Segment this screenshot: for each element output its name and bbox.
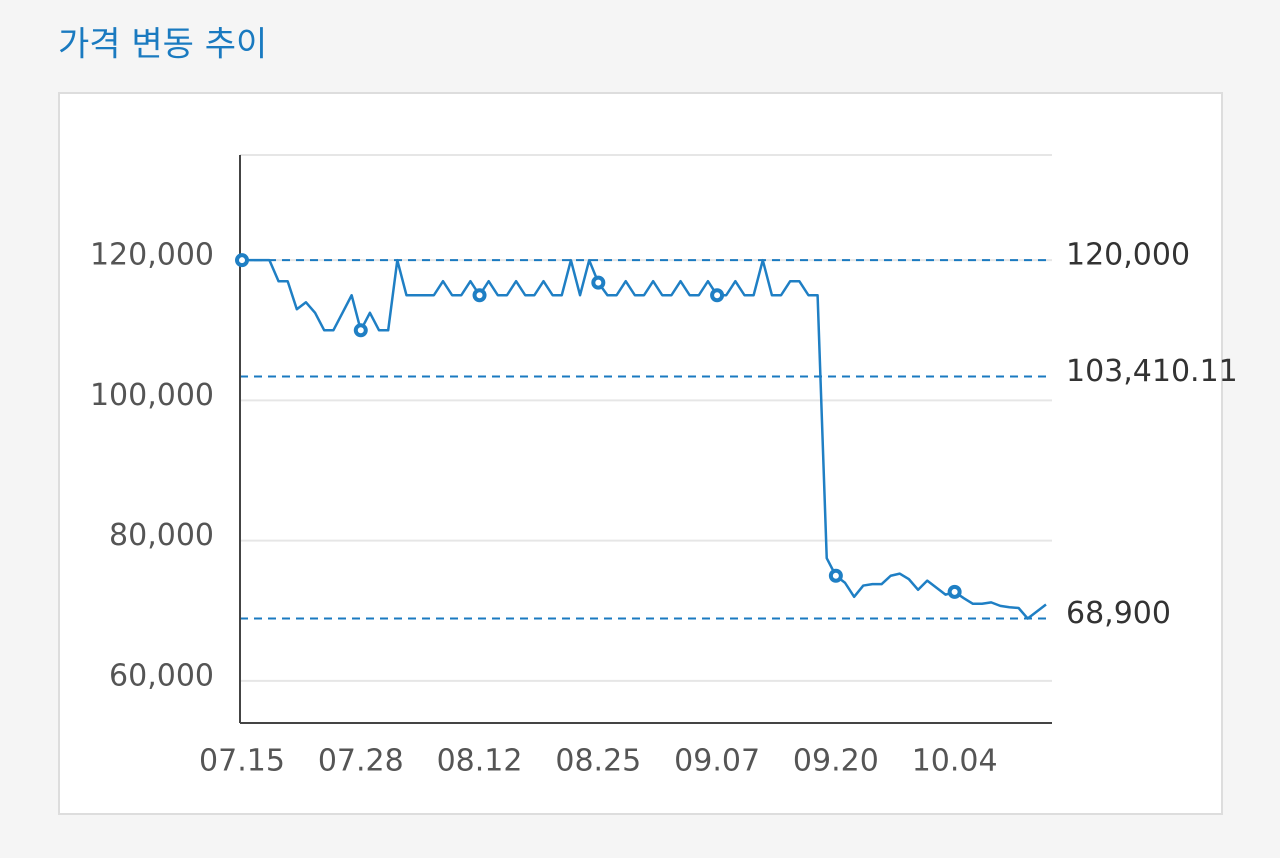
y-tick-label: 60,000 xyxy=(109,658,214,693)
y-tick-label: 120,000 xyxy=(90,238,214,273)
reference-label: 68,900 xyxy=(1066,596,1171,631)
chart-card xyxy=(58,92,1223,815)
price-marker xyxy=(828,568,843,583)
price-marker xyxy=(591,275,606,290)
price-marker xyxy=(353,323,368,338)
x-tick-label: 07.28 xyxy=(318,744,404,779)
chart-title: 가격 변동 추이 xyxy=(58,25,267,65)
y-tick-label: 100,000 xyxy=(90,378,214,413)
price-marker xyxy=(472,288,487,303)
x-tick-label: 08.25 xyxy=(555,744,641,779)
y-tick-label: 80,000 xyxy=(109,518,214,553)
price-marker xyxy=(947,584,962,599)
x-tick-label: 09.07 xyxy=(674,744,760,779)
price-marker xyxy=(235,253,249,268)
reference-label: 120,000 xyxy=(1066,238,1190,273)
price-marker xyxy=(710,288,725,303)
x-tick-label: 09.20 xyxy=(793,744,879,779)
x-tick-label: 08.12 xyxy=(437,744,523,779)
price-line xyxy=(242,258,1047,620)
x-tick-label: 07.15 xyxy=(199,744,285,779)
x-tick-label: 10.04 xyxy=(912,744,998,779)
reference-label: 103,410.11 xyxy=(1066,354,1238,389)
